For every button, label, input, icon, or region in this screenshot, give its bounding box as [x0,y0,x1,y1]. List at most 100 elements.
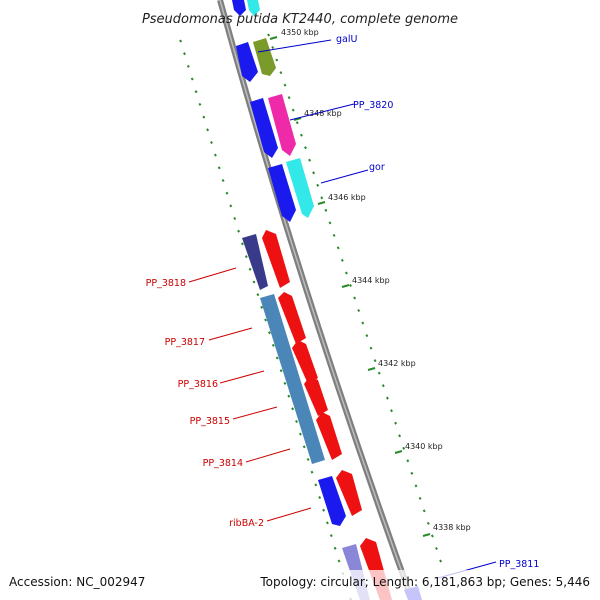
guide-dot [210,140,213,145]
guide-dot [333,546,337,550]
gene-label-PP_3814: PP_3814 [203,458,243,469]
guide-dot [406,459,410,463]
guide-dot [271,45,275,50]
guide-dot [287,96,291,100]
gene-label-PP_3818: PP_3818 [146,278,186,289]
gene-arrow-PP_3817 [278,292,306,344]
guide-dot [298,432,302,436]
guide-dot [369,346,373,350]
guide-dot [344,271,348,275]
tick-label: 4342 kbp [378,359,416,368]
guide-dot [394,421,398,425]
guide-dot [377,371,381,375]
guide-dot [325,521,329,525]
guide-dot [304,146,307,150]
gene-block-galU [236,38,276,82]
guide-dot [268,331,271,335]
guide-dot [213,153,217,157]
guide-dot [283,83,287,87]
guide-dot [183,52,186,56]
tick-label: 4344 kbp [352,276,390,285]
guide-dot [202,115,206,119]
guide-dot [244,255,248,259]
gene-arrow-PP_3820 [268,94,296,156]
guide-dot [329,534,333,538]
guide-dot [283,381,287,385]
guide-dot [275,356,279,360]
guide-dot [318,495,322,500]
gene-arrow-reverse [262,230,290,288]
guide-dot [198,102,202,106]
guide-dot [340,258,344,262]
gene-block-ribBA-2 [318,470,362,526]
gene-label-galU: galU [336,34,357,45]
gene-arrow-forward [250,98,278,158]
guide-dot [435,546,438,551]
tick-mark [394,450,403,454]
guide-dot [295,419,298,424]
guide-dot [264,318,268,322]
guide-dot [279,369,283,373]
gene-block-PP_3820 [250,94,296,158]
tick-label: 4348 kbp [304,109,342,118]
gene-arrow-PP_3816 [292,340,318,384]
guide-dot [229,204,233,208]
outer-dots [179,39,353,600]
guide-dot [320,196,324,200]
tick-mark [293,117,302,121]
guide-dot [299,133,303,137]
gene-leader-lines [188,39,497,579]
guide-dot [332,233,336,237]
guide-dot [287,394,291,398]
gene-label-PP_3811: PP_3811 [499,559,539,570]
guide-dot [237,229,241,233]
guide-dot [390,409,393,413]
guide-dot [291,108,295,112]
gene-arrow-galU [253,38,276,76]
guide-dot [314,483,318,487]
guide-dot [194,90,198,94]
guide-dot [190,77,194,81]
guide-dot [361,321,365,325]
guide-dot [221,178,225,183]
guide-dot [336,246,340,250]
accession-text: Accession: NC_002947 [9,575,145,589]
gene-arrow-ribBA-2 [336,470,362,516]
tick-mark [317,201,326,205]
topology-text: Topology: circular; Length: 6,181,863 bp… [259,575,590,589]
tick-label: 4338 kbp [433,523,471,532]
guide-dot [426,521,430,525]
guide-dot [381,384,385,388]
guide-dot [260,305,264,309]
gene-block-gor [268,158,314,222]
footer-bar: Accession: NC_002947 Topology: circular;… [0,570,600,600]
guide-dot [414,484,418,488]
guide-dot [275,58,279,62]
guide-dot [353,296,357,300]
guide-dot [179,39,183,43]
guide-dot [418,496,422,500]
guide-dot [365,334,369,338]
guide-dot [267,33,271,37]
tick-mark [341,284,350,288]
tick-mark [422,533,431,537]
guide-dot [310,470,314,474]
tick-marks: 4350 kbp 4348 kbp 4346 kbp 4344 kbp 4342… [269,28,471,537]
guide-dot [324,208,328,212]
guide-dot [233,216,237,221]
guide-dot [271,343,275,347]
gene-arrow-PP_3814 [316,412,342,460]
inner-dots [267,33,443,563]
guide-dot [252,280,256,284]
gene-label-gor: gor [369,162,385,173]
guide-dot [422,509,426,513]
guide-dot [295,121,299,125]
guide-dot [256,293,260,297]
guide-dot [349,283,352,288]
guide-dot [357,308,361,313]
tick-label: 4340 kbp [405,442,443,451]
gene-bar-PP_3818 [242,234,268,290]
tick-mark [367,367,376,371]
guide-dot [430,534,434,538]
